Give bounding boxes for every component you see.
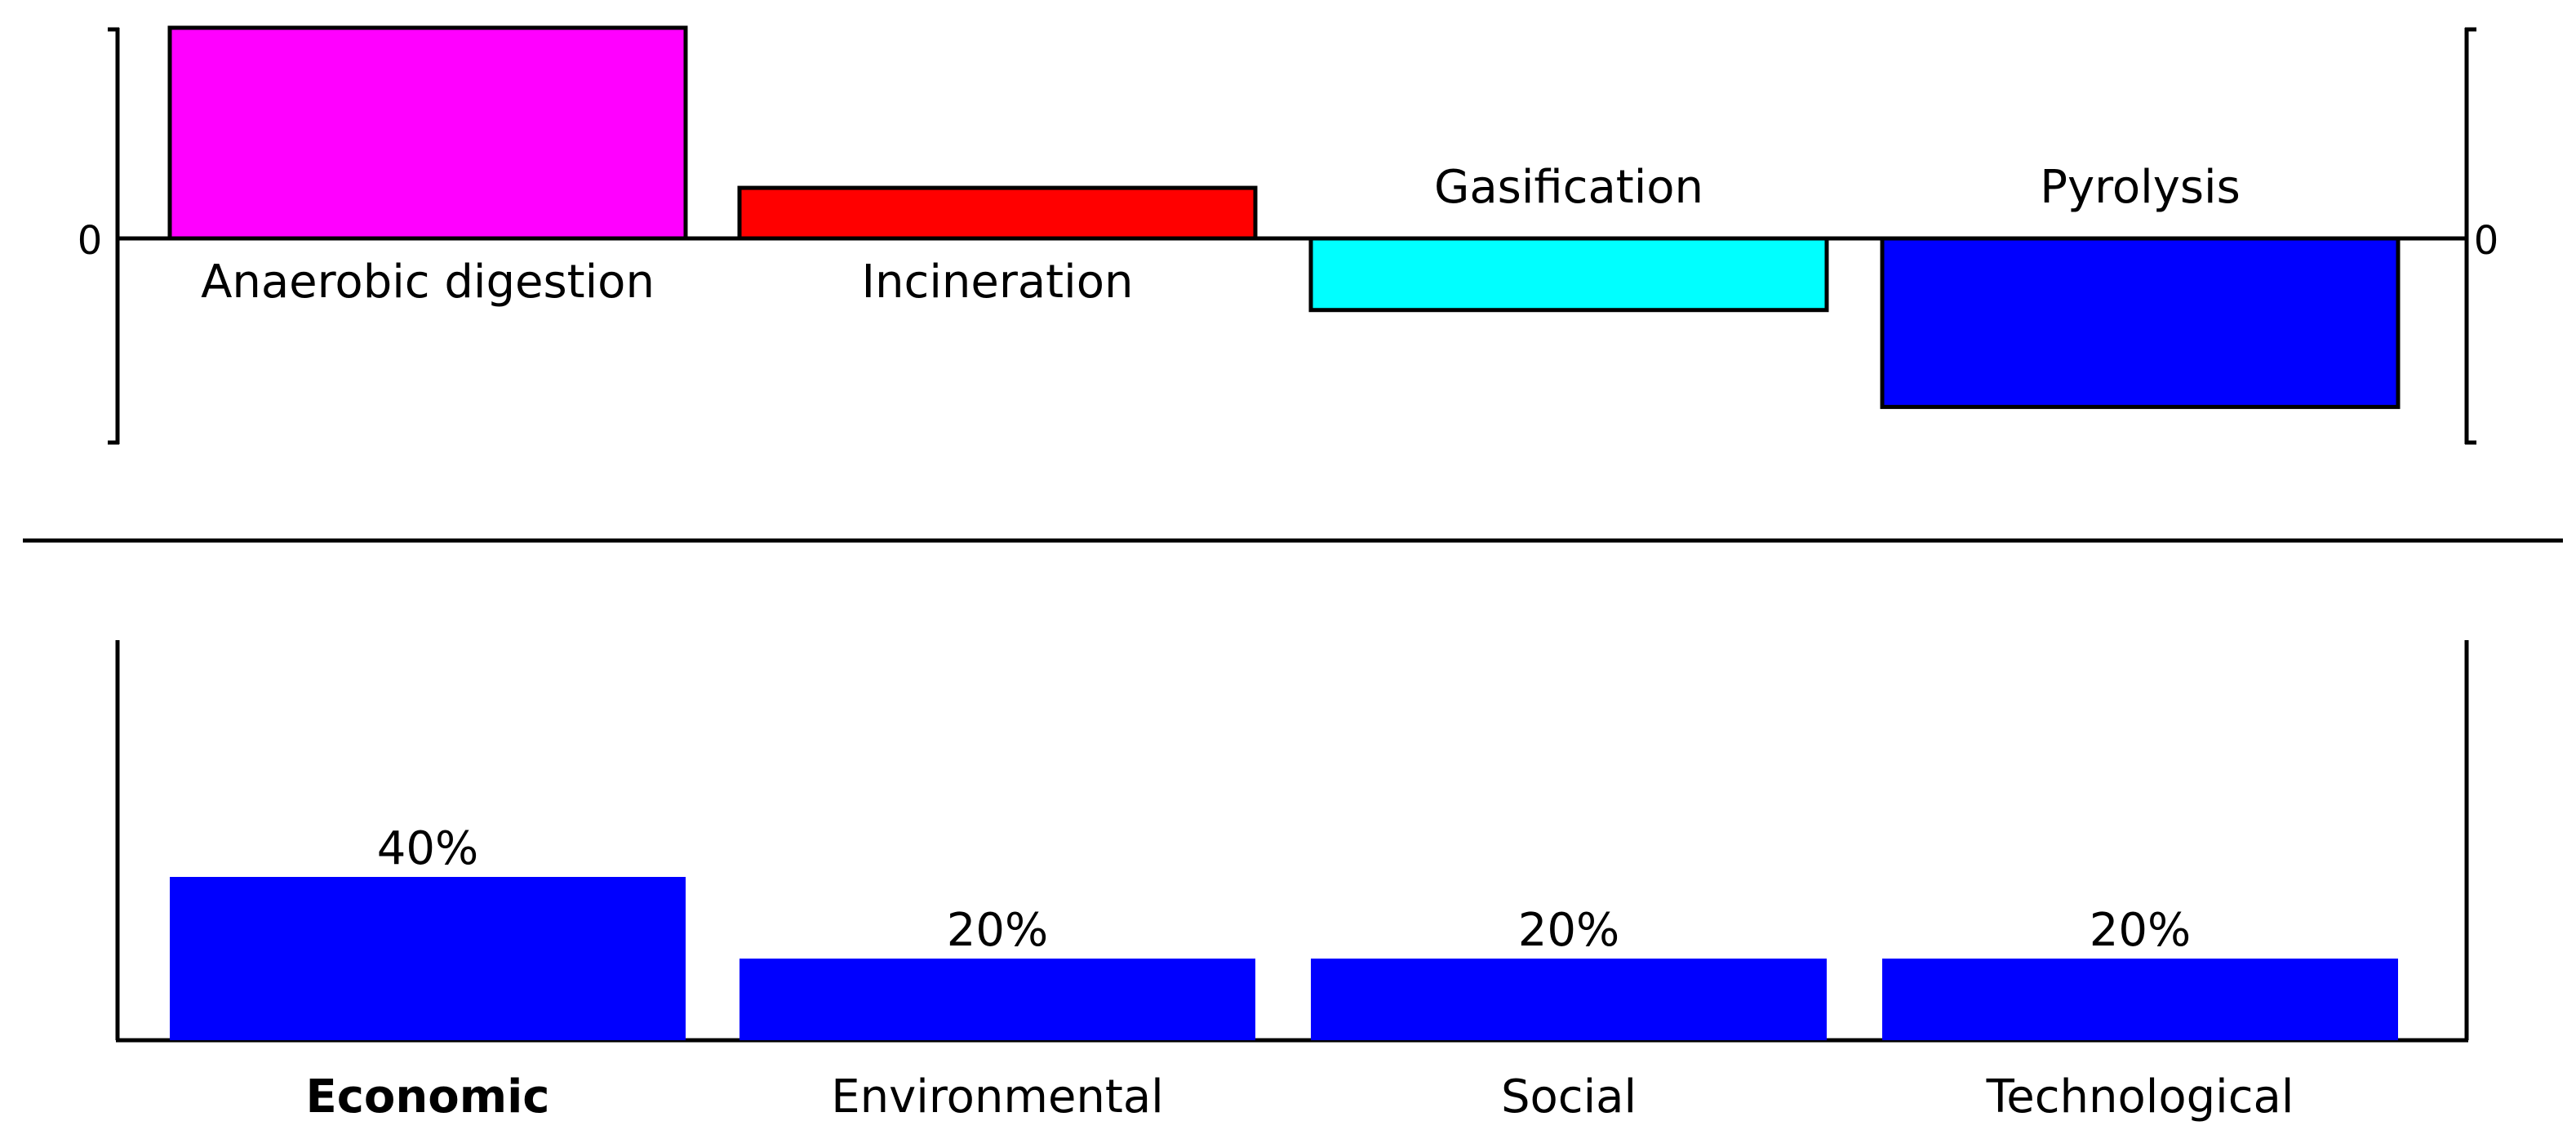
- value-label-social: 20%: [1518, 904, 1619, 957]
- category-label-environmental: Environmental: [831, 1070, 1163, 1124]
- bar-incineration: [737, 185, 1258, 241]
- category-label-incineration: Incineration: [862, 256, 1134, 309]
- alternatives-category-labels: Anaerobic digestion Incineration Gasificat…: [201, 161, 2241, 309]
- left-zero-tick-label: 0: [78, 218, 103, 264]
- category-label-anaerobic-digestion: Anaerobic digestion: [201, 256, 655, 309]
- alternatives-bars: [167, 25, 2401, 409]
- bar-gasification: [1308, 236, 1829, 313]
- value-label-environmental: 20%: [947, 904, 1048, 957]
- criteria-category-labels: Economic Environmental Social Technological: [305, 1070, 2294, 1124]
- bar-economic: [170, 877, 686, 1040]
- criteria-bars: [170, 877, 2398, 1040]
- bar-social: [1311, 959, 1827, 1040]
- bar-anaerobic-digestion: [167, 25, 688, 241]
- right-zero-tick-label: 0: [2474, 218, 2499, 264]
- category-label-social: Social: [1501, 1070, 1637, 1124]
- value-label-economic: 40%: [377, 822, 478, 875]
- alternatives-chart: Anaerobic digestion Incineration Gasificat…: [78, 25, 2499, 445]
- category-label-gasification: Gasification: [1434, 161, 1703, 214]
- value-label-technological: 20%: [2090, 904, 2191, 957]
- bar-environmental: [739, 959, 1255, 1040]
- bar-pyrolysis: [1880, 236, 2401, 409]
- category-label-pyrolysis: Pyrolysis: [2040, 161, 2241, 214]
- category-label-technological: Technological: [1986, 1070, 2294, 1124]
- bar-technological: [1882, 959, 2398, 1040]
- criteria-value-labels: 40% 20% 20% 20%: [377, 822, 2191, 957]
- category-label-economic: Economic: [305, 1070, 549, 1124]
- criteria-weights-chart: 40% 20% 20% 20% Economic Environmental Social…: [115, 640, 2469, 1124]
